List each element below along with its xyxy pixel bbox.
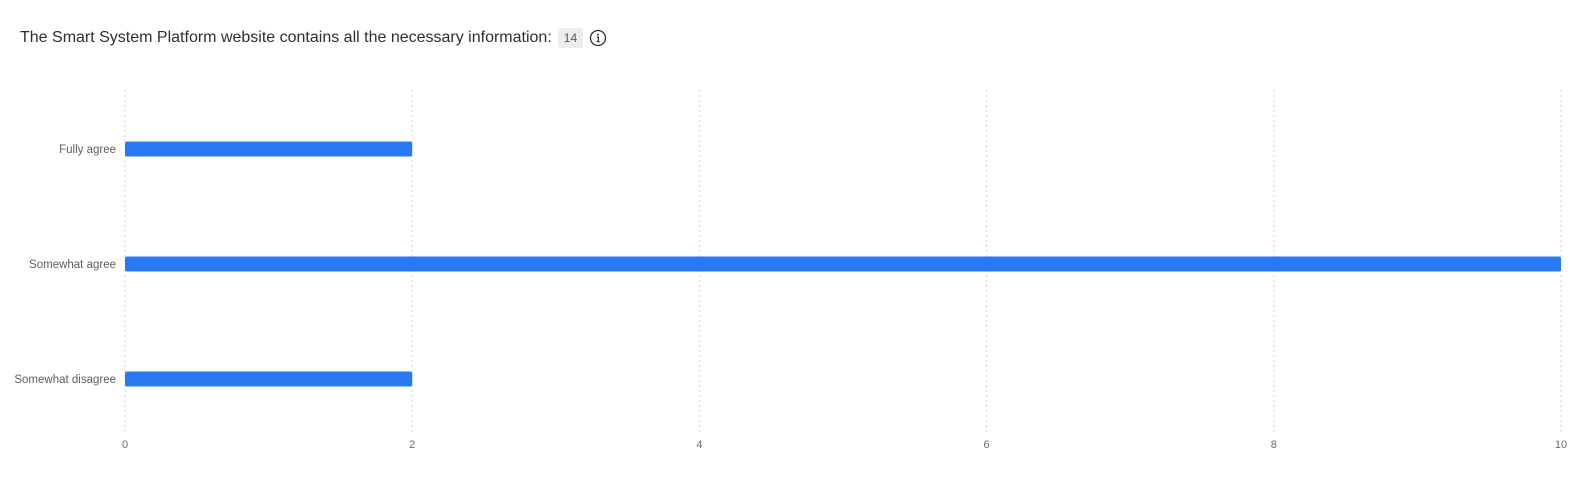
x-tick-label: 0 xyxy=(122,439,128,451)
bar-somewhat-agree[interactable] xyxy=(125,256,1561,272)
x-tick-label: 8 xyxy=(1271,439,1277,451)
category-label: Somewhat disagree xyxy=(14,374,116,386)
category-labels: Fully agree Somewhat agree Somewhat disagr… xyxy=(14,144,116,386)
category-label: Somewhat agree xyxy=(29,259,116,271)
bar-somewhat-disagree[interactable] xyxy=(125,371,413,387)
x-tick-label: 6 xyxy=(984,439,990,451)
chart-header: The Smart System Platform website contai… xyxy=(20,26,607,50)
x-tick-label: 2 xyxy=(409,439,415,451)
bar-fully-agree[interactable] xyxy=(125,141,413,157)
x-axis-ticks: 0 2 4 6 8 10 xyxy=(122,439,1567,451)
category-label: Fully agree xyxy=(59,144,116,156)
response-count-badge: 14 xyxy=(557,28,584,48)
bars xyxy=(125,141,1561,387)
chart-title: The Smart System Platform website contai… xyxy=(20,29,552,46)
info-circle-icon[interactable] xyxy=(589,29,607,47)
x-tick-label: 10 xyxy=(1555,439,1567,451)
x-tick-label: 4 xyxy=(696,439,702,451)
